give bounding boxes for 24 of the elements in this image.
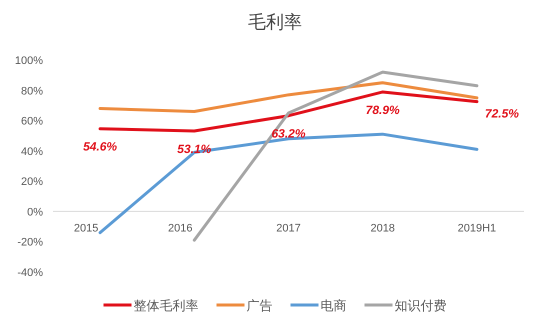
legend-label: 广告 bbox=[246, 298, 272, 313]
data-label: 72.5% bbox=[484, 106, 520, 121]
x-tick-label: 2018 bbox=[370, 222, 395, 234]
x-tick-label: 2015 bbox=[74, 222, 98, 234]
legend-label: 电商 bbox=[320, 298, 346, 313]
legend-label: 知识付费 bbox=[394, 298, 446, 313]
y-tick-label: 80% bbox=[20, 85, 44, 98]
line-series bbox=[98, 81, 478, 113]
legend-label: 整体毛利率 bbox=[134, 298, 198, 313]
y-tick-label: -20% bbox=[17, 236, 44, 249]
x-tick-label: 2016 bbox=[168, 222, 193, 234]
x-tick-label: 2017 bbox=[276, 222, 301, 234]
chart-title: 毛利率 bbox=[248, 12, 302, 32]
data-label: 54.6% bbox=[83, 140, 118, 154]
y-tick-label: 40% bbox=[20, 146, 44, 158]
x-tick-label: 2019H1 bbox=[458, 222, 496, 234]
y-tick-label: 100% bbox=[14, 55, 44, 67]
y-tick-label: 60% bbox=[20, 116, 44, 128]
y-tick-label: -40% bbox=[17, 267, 44, 279]
data-label: 53.1% bbox=[177, 142, 212, 156]
y-tick-label: 0% bbox=[27, 206, 44, 218]
data-label: 63.2% bbox=[271, 126, 306, 141]
data-label: 78.9% bbox=[366, 102, 400, 117]
y-tick-label: 20% bbox=[20, 176, 44, 188]
